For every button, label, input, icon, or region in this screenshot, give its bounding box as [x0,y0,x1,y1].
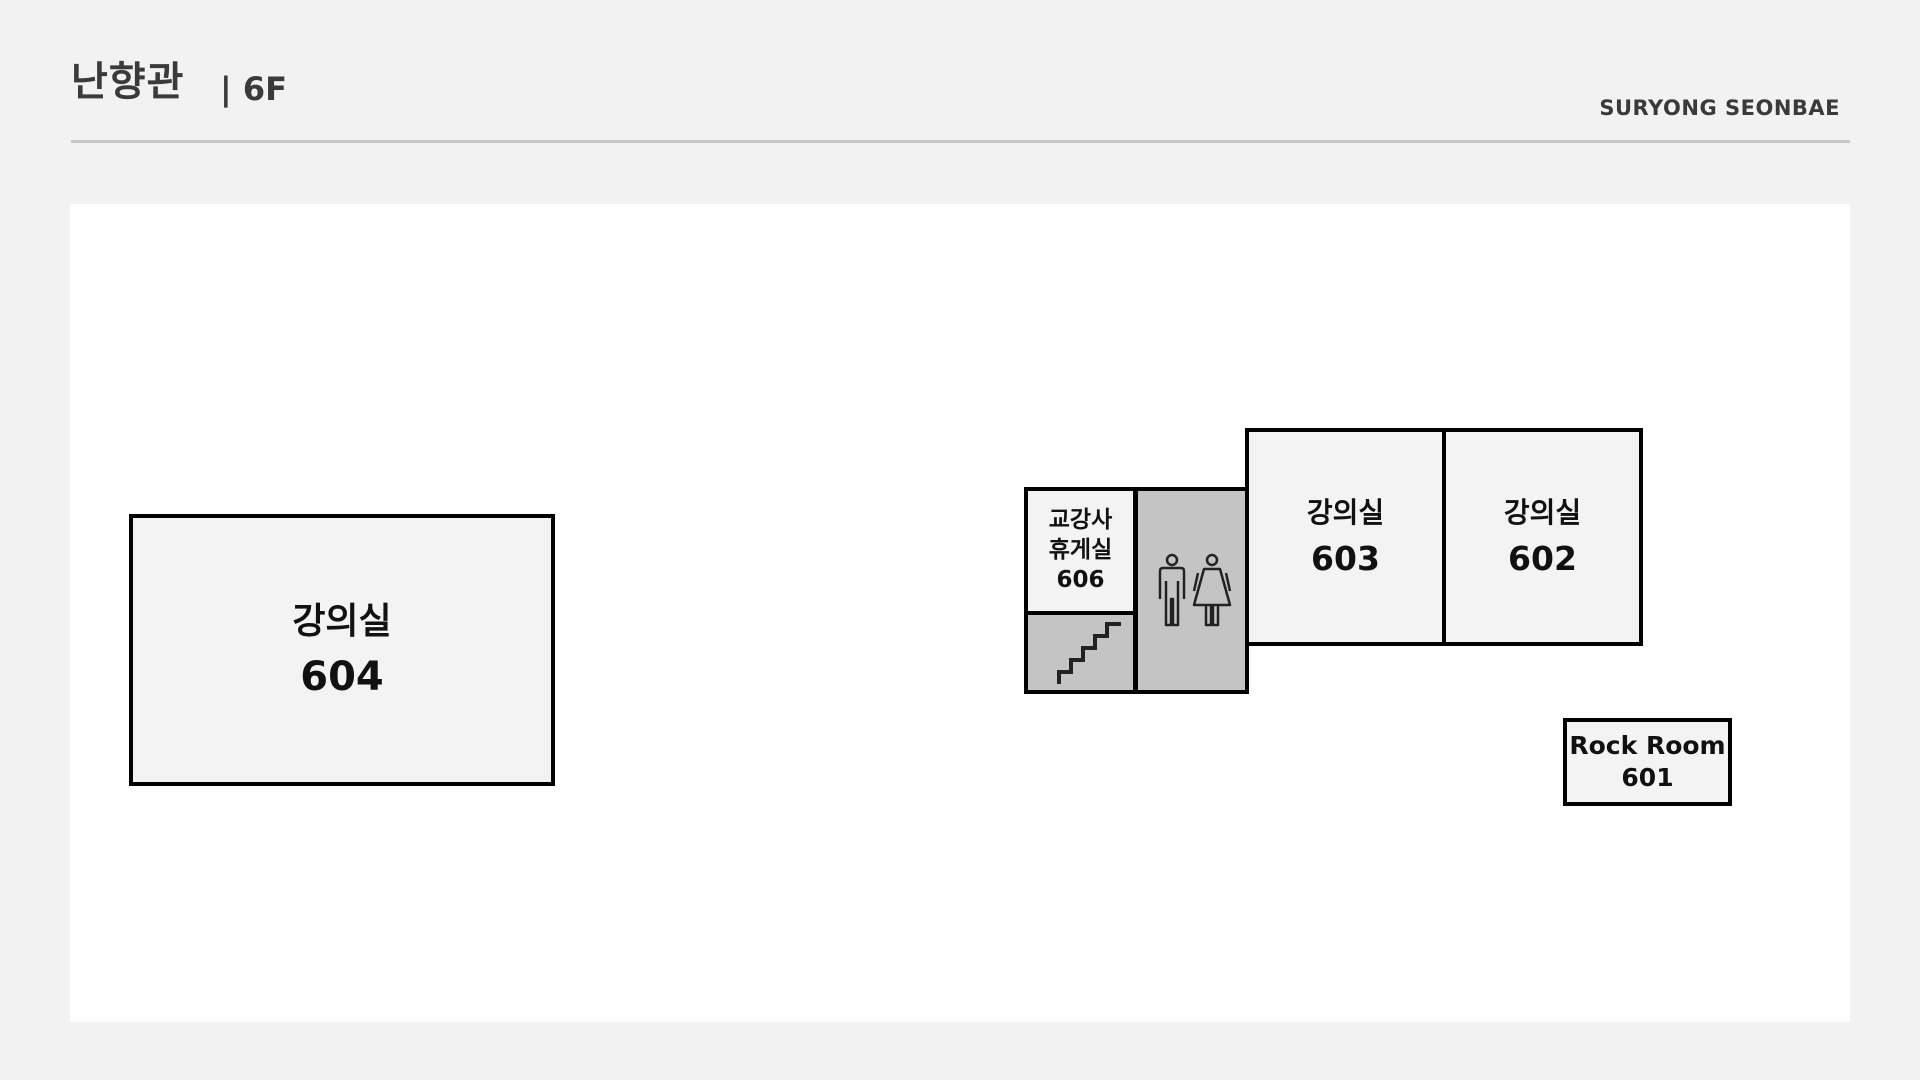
brand-label: SURYONG SEONBAE [1599,96,1840,120]
restroom-area[interactable] [1134,487,1249,694]
room-601-number: 601 [1621,763,1674,792]
room-606[interactable]: 교강사 휴게실 606 [1024,487,1137,615]
room-606-number: 606 [1056,566,1105,593]
building-title: 난향관 [71,59,185,105]
room-601-name: Rock Room [1569,730,1726,760]
stairs-icon [1056,621,1121,684]
room-603-number: 603 [1311,538,1380,578]
header-divider [71,140,1850,143]
room-602-number: 602 [1508,538,1577,578]
room-601[interactable]: Rock Room 601 [1563,718,1732,806]
room-603-name: 강의실 [1306,495,1385,529]
room-606-name-line1: 교강사 [1048,507,1113,534]
restroom-icon [1158,553,1231,626]
room-602-name: 강의실 [1503,495,1582,529]
room-606-name-line2: 휴게실 [1048,537,1113,564]
room-604-name: 강의실 [292,600,392,642]
room-604[interactable]: 강의실 604 [129,514,555,786]
floor-plan: 강의실 604 교강사 휴게실 606 [70,204,1850,1022]
floor-label: | 6F [220,70,287,108]
room-604-number: 604 [300,653,384,700]
room-602[interactable]: 강의실 602 [1442,428,1643,646]
stairs-area[interactable] [1024,611,1137,694]
room-603[interactable]: 강의실 603 [1245,428,1446,646]
